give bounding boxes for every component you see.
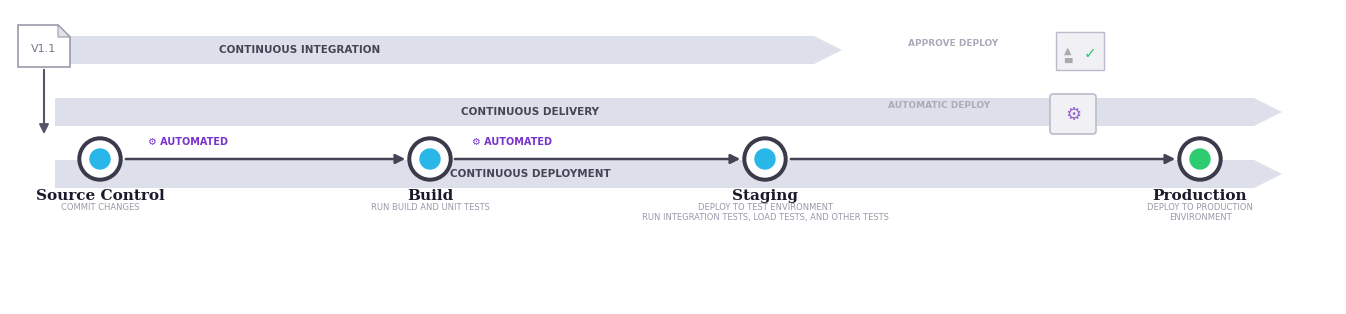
Text: RUN BUILD AND UNIT TESTS: RUN BUILD AND UNIT TESTS — [370, 203, 490, 212]
FancyArrow shape — [55, 160, 1281, 188]
Text: ⚙ AUTOMATED: ⚙ AUTOMATED — [472, 137, 552, 147]
FancyArrow shape — [55, 36, 843, 64]
Text: ⚙ AUTOMATED: ⚙ AUTOMATED — [148, 137, 227, 147]
Text: DEPLOY TO TEST ENVIRONMENT
RUN INTEGRATION TESTS, LOAD TESTS, AND OTHER TESTS: DEPLOY TO TEST ENVIRONMENT RUN INTEGRATI… — [642, 203, 888, 222]
Text: V1.1: V1.1 — [31, 44, 57, 54]
Text: CONTINUOUS INTEGRATION: CONTINUOUS INTEGRATION — [219, 45, 381, 55]
Ellipse shape — [743, 137, 787, 181]
Text: ▲: ▲ — [1065, 46, 1071, 56]
Ellipse shape — [1190, 149, 1210, 169]
Text: Source Control: Source Control — [35, 189, 164, 203]
Text: AUTOMATIC DEPLOY: AUTOMATIC DEPLOY — [888, 100, 991, 110]
FancyBboxPatch shape — [1057, 32, 1104, 70]
Text: Staging: Staging — [732, 189, 798, 203]
Ellipse shape — [412, 141, 448, 177]
Text: ✓: ✓ — [1084, 46, 1097, 62]
Ellipse shape — [78, 137, 122, 181]
Text: DEPLOY TO PRODUCTION
ENVIRONMENT: DEPLOY TO PRODUCTION ENVIRONMENT — [1147, 203, 1253, 222]
Ellipse shape — [82, 141, 118, 177]
FancyArrow shape — [55, 98, 1281, 126]
Text: APPROVE DEPLOY: APPROVE DEPLOY — [907, 39, 997, 47]
Text: Production: Production — [1152, 189, 1248, 203]
Ellipse shape — [420, 149, 440, 169]
Ellipse shape — [747, 141, 783, 177]
Text: ▄: ▄ — [1065, 53, 1071, 63]
FancyBboxPatch shape — [1050, 94, 1096, 134]
Polygon shape — [58, 25, 70, 37]
Ellipse shape — [1178, 137, 1222, 181]
Text: CONTINUOUS DELIVERY: CONTINUOUS DELIVERY — [460, 107, 599, 117]
Text: COMMIT CHANGES: COMMIT CHANGES — [61, 203, 139, 212]
Polygon shape — [17, 25, 70, 67]
Ellipse shape — [408, 137, 452, 181]
Ellipse shape — [90, 149, 110, 169]
Ellipse shape — [1182, 141, 1218, 177]
Ellipse shape — [755, 149, 775, 169]
Text: Build: Build — [406, 189, 454, 203]
Text: ⚙: ⚙ — [1065, 106, 1081, 124]
Text: CONTINUOUS DEPLOYMENT: CONTINUOUS DEPLOYMENT — [450, 169, 610, 179]
